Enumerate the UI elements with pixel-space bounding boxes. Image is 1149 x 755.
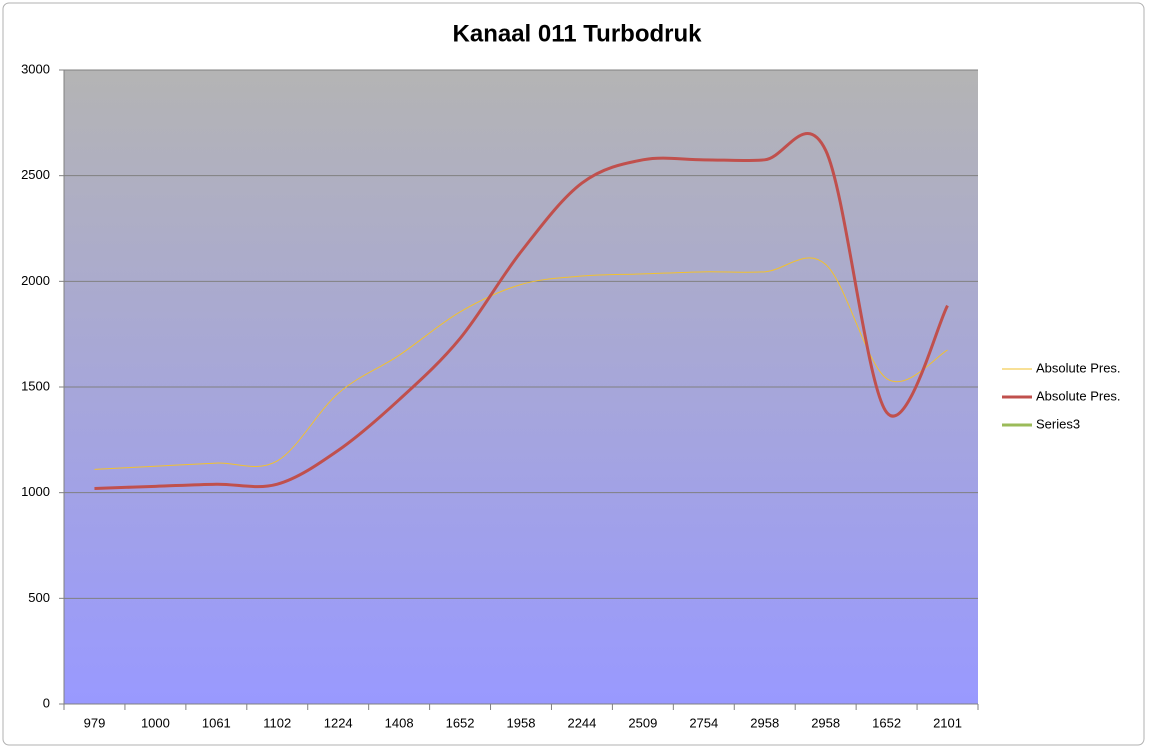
chart-title: Kanaal 011 Turbodruk <box>453 20 703 47</box>
legend-label: Series3 <box>1036 416 1080 431</box>
y-tick-label: 0 <box>43 695 50 710</box>
x-tick-label: 2958 <box>811 715 840 730</box>
x-tick-label: 2101 <box>933 715 962 730</box>
legend-label: Absolute Pres. <box>1036 388 1121 403</box>
x-tick-label: 2509 <box>628 715 657 730</box>
series-line <box>94 132 949 490</box>
x-tick-label: 1408 <box>385 715 414 730</box>
x-tick-label: 1652 <box>872 715 901 730</box>
x-tick-label: 1061 <box>202 715 231 730</box>
x-tick-label: 1000 <box>141 715 170 730</box>
x-tick-label: 1102 <box>263 715 291 730</box>
x-tick-label: 1224 <box>324 715 353 730</box>
series-line <box>94 257 948 470</box>
y-tick-label: 1000 <box>21 484 50 499</box>
x-tick-label: 2244 <box>567 715 596 730</box>
y-tick-label: 2500 <box>21 167 50 182</box>
y-tick-label: 1500 <box>21 378 50 393</box>
x-tick-label: 1652 <box>446 715 475 730</box>
y-tick-label: 2000 <box>21 273 50 288</box>
legend-label: Absolute Pres. <box>1036 360 1121 375</box>
y-tick-label: 500 <box>28 590 50 605</box>
x-tick-label: 979 <box>84 715 106 730</box>
y-tick-label: 3000 <box>21 61 50 76</box>
x-tick-label: 1958 <box>507 715 536 730</box>
x-tick-label: 2958 <box>750 715 779 730</box>
x-tick-label: 2754 <box>689 715 718 730</box>
